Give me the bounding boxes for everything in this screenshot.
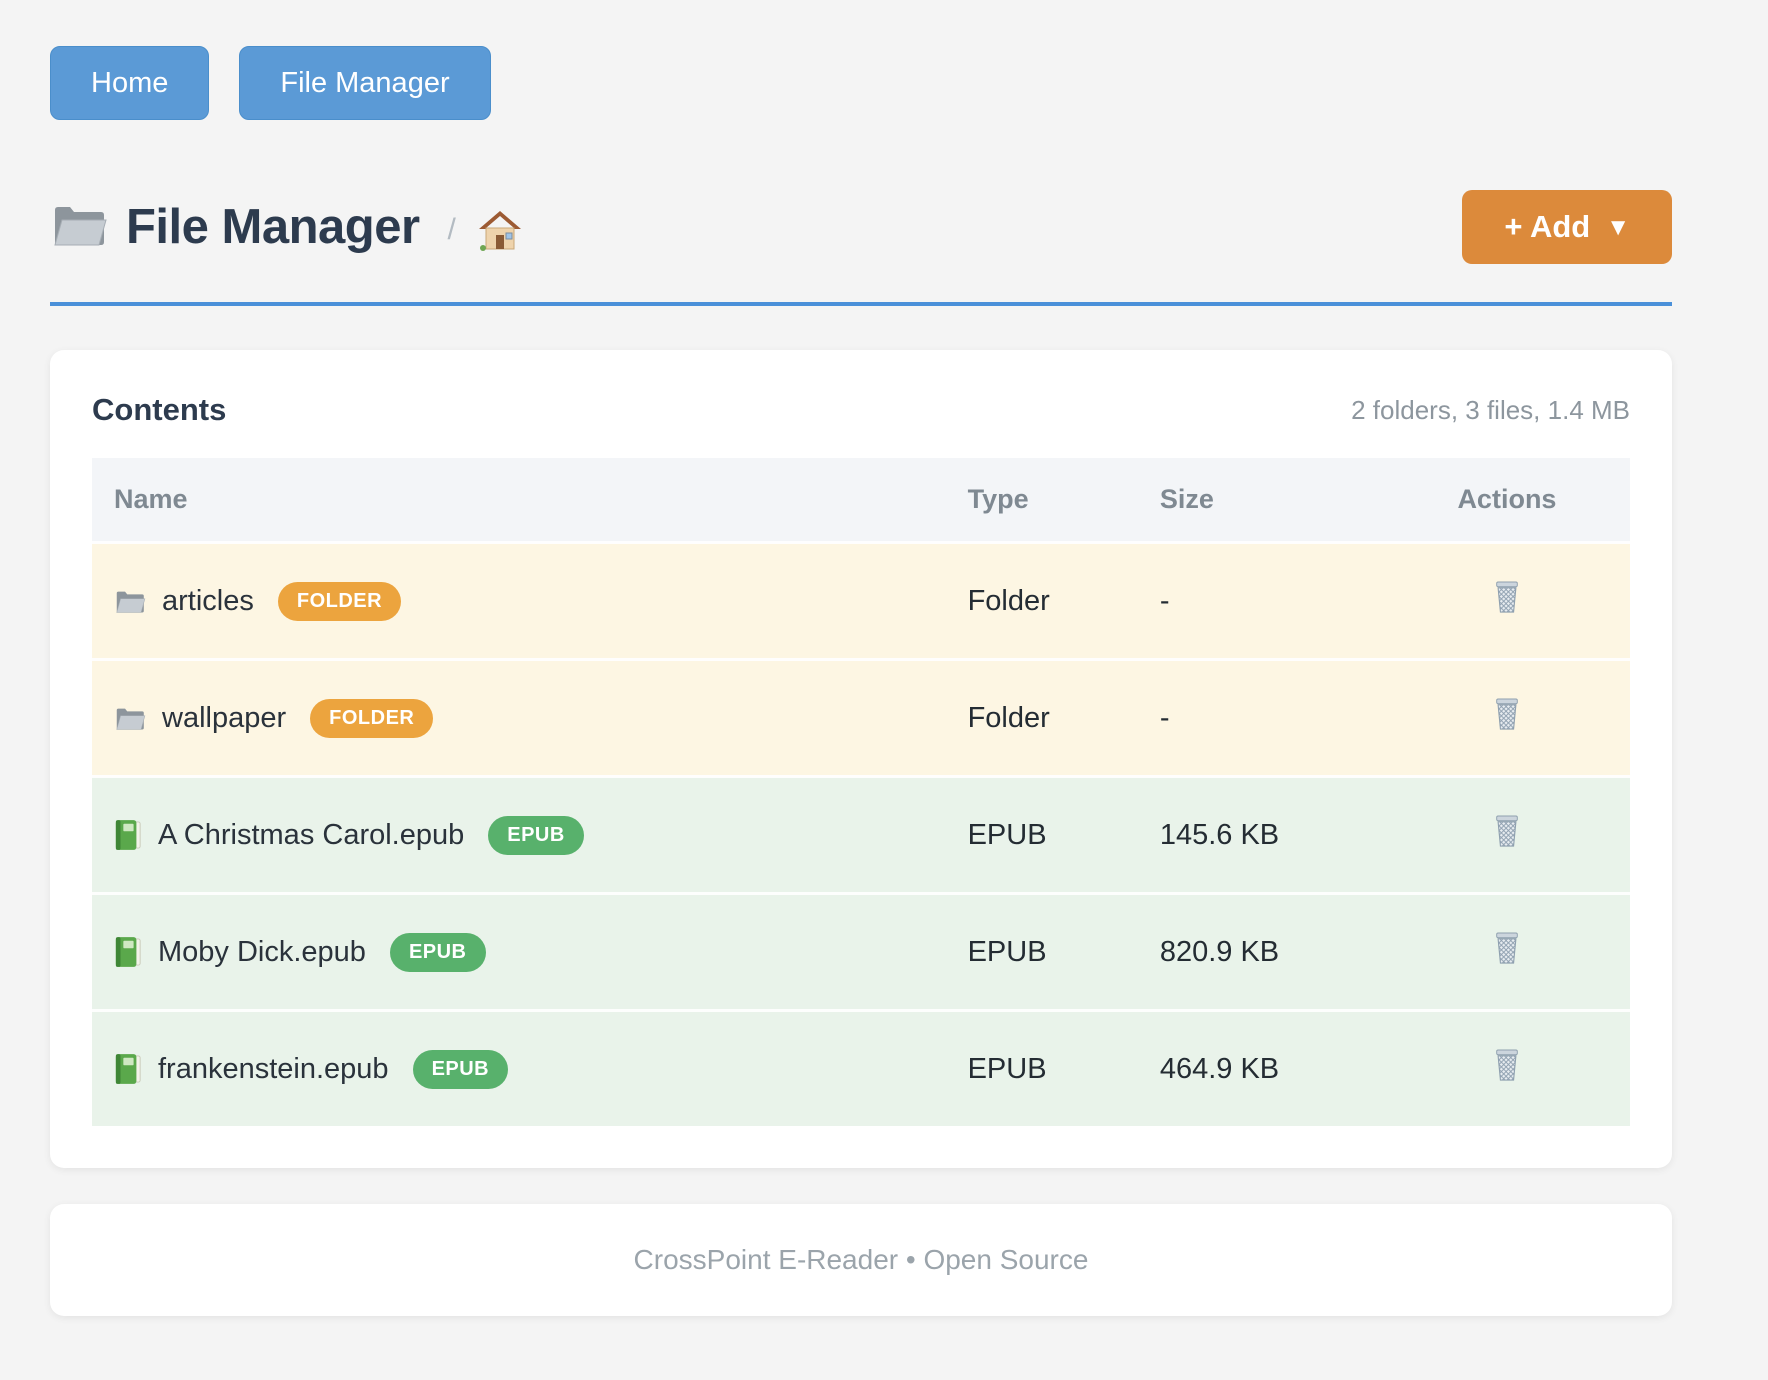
add-button-label: + Add <box>1504 209 1591 244</box>
type-badge: FOLDER <box>310 698 434 738</box>
trash-icon <box>1492 1048 1522 1082</box>
size-cell: 464.9 KB <box>1137 1010 1384 1126</box>
table-header-row: Name Type Size Actions <box>92 458 1630 543</box>
type-badge: EPUB <box>488 815 584 855</box>
table-row: articles FOLDER Folder - <box>92 542 1630 660</box>
contents-summary: 2 folders, 3 files, 1.4 MB <box>1351 394 1630 425</box>
delete-button[interactable] <box>1492 697 1522 731</box>
caret-down-icon: ▼ <box>1606 214 1630 241</box>
contents-heading: Contents <box>92 392 227 427</box>
footer-text: CrossPoint E-Reader • Open Source <box>633 1244 1089 1275</box>
file-name[interactable]: wallpaper <box>162 701 287 734</box>
file-name[interactable]: articles <box>162 584 254 617</box>
type-badge: EPUB <box>389 932 486 972</box>
type-cell: EPUB <box>945 776 1138 894</box>
type-badge: FOLDER <box>277 581 402 621</box>
type-badge: EPUB <box>412 1049 509 1089</box>
table-row: A Christmas Carol.epub EPUB EPUB 145.6 KB <box>92 776 1630 894</box>
trash-icon <box>1492 931 1522 965</box>
delete-button[interactable] <box>1492 580 1522 614</box>
size-cell: - <box>1137 542 1384 660</box>
nav-home-button[interactable]: Home <box>50 46 210 120</box>
type-cell: Folder <box>945 542 1138 660</box>
book-icon <box>114 1053 142 1085</box>
page: Home File Manager File Manager / <box>50 0 1672 1316</box>
breadcrumb-separator: / <box>447 213 456 246</box>
type-cell: Folder <box>945 659 1138 777</box>
column-header-name: Name <box>92 458 946 543</box>
nav-file-manager-button[interactable]: File Manager <box>239 46 491 120</box>
trash-icon <box>1492 580 1522 614</box>
column-header-type: Type <box>945 458 1138 543</box>
trash-icon <box>1492 697 1522 731</box>
contents-card-header: Contents 2 folders, 3 files, 1.4 MB <box>92 392 1630 428</box>
delete-button[interactable] <box>1492 931 1522 965</box>
folder-icon <box>114 705 146 732</box>
folder-icon <box>114 588 146 615</box>
table-row: wallpaper FOLDER Folder - <box>92 659 1630 777</box>
type-cell: EPUB <box>945 893 1138 1011</box>
column-header-actions: Actions <box>1383 458 1630 543</box>
trash-icon <box>1492 814 1522 848</box>
table-row: frankenstein.epub EPUB EPUB 464.9 KB <box>92 1010 1630 1126</box>
title-underline <box>50 302 1672 306</box>
delete-button[interactable] <box>1492 1048 1522 1082</box>
add-button[interactable]: + Add ▼ <box>1462 190 1672 264</box>
type-cell: EPUB <box>945 1010 1138 1126</box>
home-icon[interactable] <box>478 209 522 255</box>
file-name[interactable]: frankenstein.epub <box>158 1052 389 1085</box>
size-cell: 145.6 KB <box>1137 776 1384 894</box>
file-name[interactable]: A Christmas Carol.epub <box>158 818 465 851</box>
breadcrumb-nav: Home File Manager <box>50 0 1672 120</box>
page-title-group: File Manager / <box>50 199 522 255</box>
page-title: File Manager <box>126 200 420 254</box>
page-header: File Manager / + Add ▼ <box>50 190 1672 264</box>
size-cell: 820.9 KB <box>1137 893 1384 1011</box>
book-icon <box>114 819 142 851</box>
column-header-size: Size <box>1137 458 1384 543</box>
folder-icon <box>50 201 108 255</box>
file-name[interactable]: Moby Dick.epub <box>158 935 366 968</box>
footer-card: CrossPoint E-Reader • Open Source <box>50 1204 1672 1316</box>
contents-card: Contents 2 folders, 3 files, 1.4 MB Name… <box>50 350 1672 1168</box>
size-cell: - <box>1137 659 1384 777</box>
table-row: Moby Dick.epub EPUB EPUB 820.9 KB <box>92 893 1630 1011</box>
delete-button[interactable] <box>1492 814 1522 848</box>
book-icon <box>114 936 142 968</box>
files-table: Name Type Size Actions articles FOLDER Fol… <box>92 458 1630 1126</box>
